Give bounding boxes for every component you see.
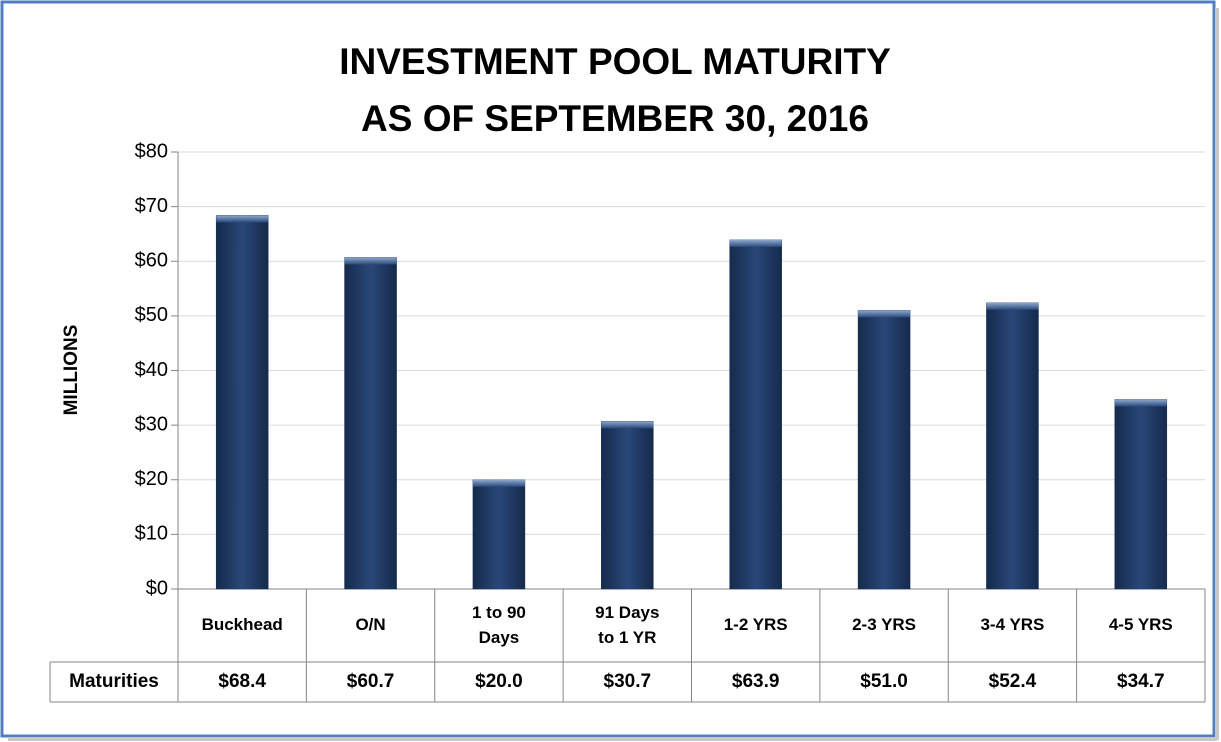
- x-tick-label: Buckhead: [201, 615, 283, 635]
- data-label: $51.0: [860, 671, 908, 693]
- bar-cap: [986, 302, 1039, 310]
- x-tick-label: 2-3 YRS: [852, 615, 917, 635]
- y-tick-label: $60: [135, 250, 168, 272]
- data-label: $30.7: [603, 671, 652, 693]
- y-tick-label: $20: [135, 468, 168, 490]
- row-header: Maturities: [69, 671, 159, 693]
- chart-title: INVESTMENT POOL MATURITY: [339, 41, 891, 82]
- bar-shade: [986, 302, 1039, 589]
- bar-shade: [858, 310, 911, 589]
- bar-shade: [216, 215, 269, 590]
- bar-shade: [729, 239, 782, 590]
- y-tick-label: $80: [135, 140, 168, 162]
- data-label: $63.9: [731, 671, 780, 693]
- bar-cap: [1114, 399, 1167, 407]
- bar-cap: [344, 257, 397, 265]
- x-tick-label: 1 to 90 Days: [472, 602, 526, 647]
- y-tick-label: $10: [135, 523, 168, 545]
- y-tick-label: $40: [135, 359, 168, 381]
- data-label: $52.4: [988, 671, 1037, 693]
- bar-cap: [216, 215, 269, 223]
- data-label: $60.7: [346, 671, 395, 693]
- x-tick-label: 1-2 YRS: [723, 615, 788, 635]
- y-tick-label: $50: [135, 304, 168, 326]
- y-axis-label: MILLIONS: [61, 325, 82, 416]
- x-tick-label: 4-5 YRS: [1108, 615, 1173, 635]
- x-tick-label: 3-4 YRS: [980, 615, 1045, 635]
- bar-shade: [472, 479, 525, 589]
- data-label: $68.4: [218, 671, 266, 693]
- bar-cap: [729, 239, 782, 247]
- bar-shade: [344, 257, 397, 589]
- x-tick-label: 91 Days to 1 YR: [595, 602, 660, 647]
- bar-cap: [601, 421, 654, 429]
- bar-shade: [1114, 399, 1167, 589]
- data-label: $20.0: [475, 671, 523, 693]
- x-tick-label: O/N: [355, 615, 386, 635]
- y-tick-label: $0: [146, 577, 168, 599]
- y-tick-label: $30: [135, 413, 168, 435]
- chart-title: AS OF SEPTEMBER 30, 2016: [361, 98, 869, 139]
- y-tick-label: $70: [135, 195, 168, 217]
- data-label: $34.7: [1117, 671, 1165, 693]
- bar-cap: [858, 310, 911, 318]
- bar-cap: [472, 479, 525, 487]
- bar-shade: [601, 421, 654, 589]
